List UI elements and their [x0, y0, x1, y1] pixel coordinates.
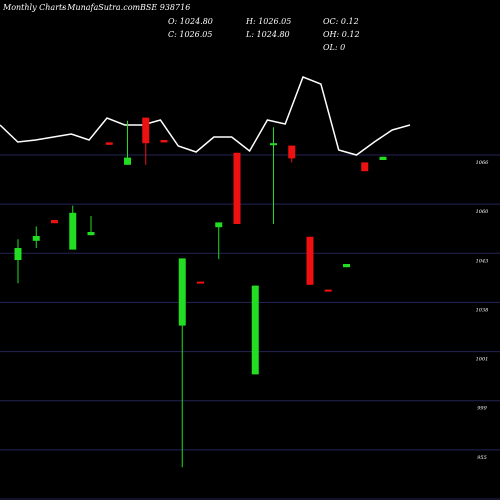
y-tick-label: 1001 — [476, 357, 489, 363]
high-value: H: 1026.05 — [246, 17, 292, 26]
candle-body — [14, 248, 22, 260]
y-tick-label: 955 — [477, 455, 487, 461]
candle — [215, 222, 223, 260]
oh-value: OH: 0.12 — [323, 30, 360, 39]
candle-body — [197, 281, 204, 284]
candle-body — [215, 222, 223, 228]
candle — [379, 156, 387, 160]
candle-body — [69, 212, 77, 250]
candle-body — [379, 156, 387, 160]
candle — [343, 264, 350, 268]
candle — [105, 142, 113, 145]
candle — [233, 152, 241, 224]
candle — [32, 226, 40, 248]
candle — [51, 220, 58, 224]
symbol-label: BSE 938716 — [140, 3, 191, 12]
indicator-line — [0, 76, 411, 156]
candle — [124, 120, 131, 165]
candle — [14, 239, 22, 284]
candle — [306, 236, 314, 285]
candle-body — [178, 258, 186, 326]
candle — [142, 117, 150, 165]
candle-body — [105, 142, 113, 145]
candle-body — [233, 152, 241, 224]
site-label: - MunafaSutra.com — [62, 3, 141, 12]
y-tick-label: 1038 — [476, 307, 489, 313]
candle — [178, 258, 186, 468]
candle — [69, 205, 77, 250]
candle-body — [288, 145, 296, 159]
candle — [197, 281, 204, 284]
candle — [270, 127, 277, 224]
brand-label: Monthly Charts — [3, 3, 67, 12]
y-tick-label: 1043 — [476, 258, 489, 264]
oc-value: OC: 0.12 — [323, 17, 359, 26]
candle — [324, 289, 332, 292]
candle-body — [251, 285, 259, 375]
candle-body — [343, 264, 350, 268]
candle-body — [51, 220, 58, 224]
candle-body — [124, 157, 131, 165]
candle-body — [142, 117, 150, 144]
candle-body — [306, 236, 314, 285]
candle-body — [324, 289, 332, 292]
candle — [87, 216, 95, 236]
candle — [288, 145, 296, 163]
candle-body — [270, 143, 277, 146]
y-tick-label: 1060 — [476, 209, 490, 215]
candle-body — [32, 236, 40, 241]
y-tick-label: 999 — [477, 406, 487, 412]
candle-body — [87, 232, 95, 236]
candle-body — [160, 140, 168, 143]
close-value: C: 1026.05 — [168, 30, 213, 39]
low-value: L: 1024.80 — [246, 30, 290, 39]
candle-body — [361, 162, 369, 172]
candle — [361, 162, 369, 172]
ol-value: OL: 0 — [323, 43, 346, 52]
candle — [160, 140, 168, 143]
y-tick-label: 1066 — [476, 160, 490, 166]
candle — [251, 285, 259, 375]
open-value: O: 1024.80 — [168, 17, 213, 26]
